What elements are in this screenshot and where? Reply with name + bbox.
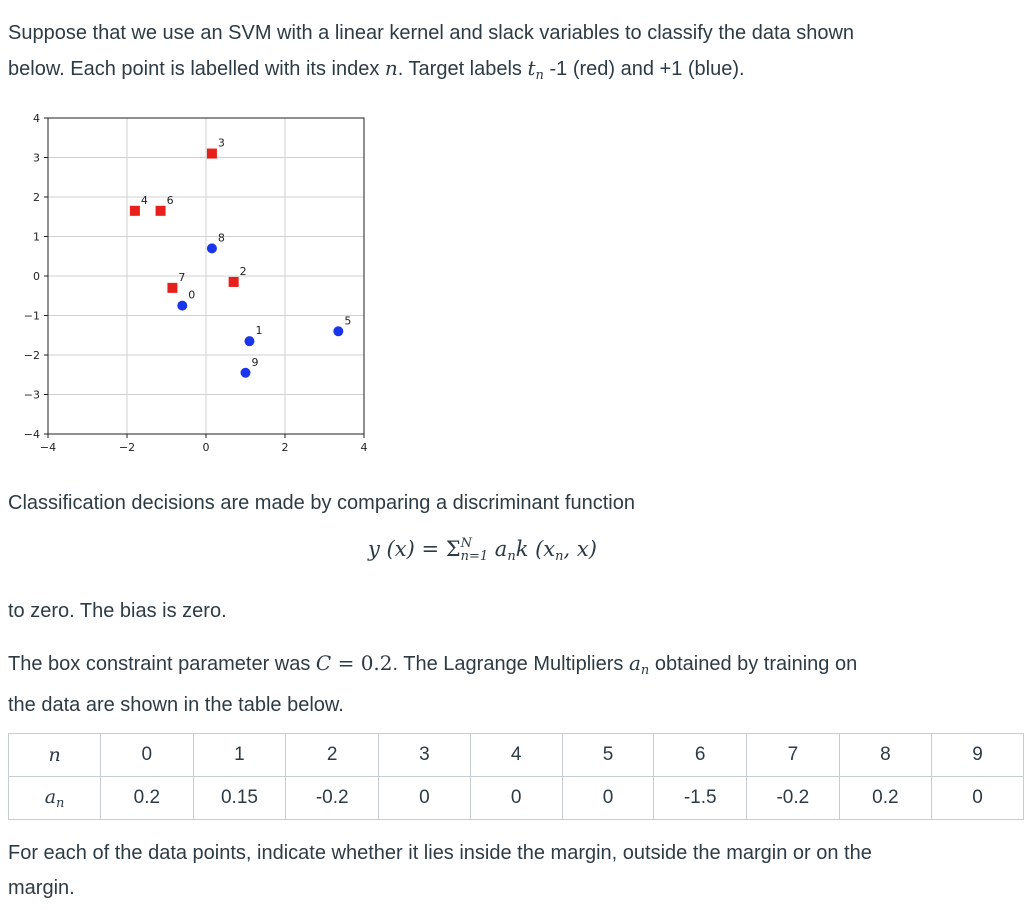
sum-lower: n=1 <box>460 549 489 565</box>
table-cell: -0.2 <box>746 776 840 820</box>
table-cell: 0 <box>931 776 1024 820</box>
classification-text: Classification decisions are made by com… <box>8 492 635 514</box>
box-text: The box constraint parameter was <box>8 653 316 675</box>
point-label: 1 <box>255 324 262 337</box>
table-header-a: an <box>7 776 102 820</box>
box-C: C <box>315 651 332 675</box>
bias-text: to zero. The bias is zero. <box>8 600 227 622</box>
formula-a: a <box>488 537 508 561</box>
point-label: 5 <box>344 314 351 327</box>
y-tick-label: 2 <box>33 191 40 204</box>
point-label: 4 <box>141 194 148 207</box>
intro-line-2: below. Each point is labelled with its i… <box>8 51 1013 93</box>
table-cell: 6 <box>653 733 748 777</box>
table-cell: 4 <box>469 733 563 777</box>
point-label: 0 <box>188 289 195 302</box>
table-cell: -1.5 <box>653 776 748 820</box>
point-label: 6 <box>167 194 174 207</box>
point-label: 3 <box>218 137 225 150</box>
table-cell: 7 <box>746 733 840 777</box>
intro-line-1: Suppose that we use an SVM with a linear… <box>8 22 855 44</box>
table-cell: 0 <box>100 733 194 777</box>
table-cell: 2 <box>285 733 380 777</box>
table-cell: 0 <box>378 776 471 820</box>
box-an: an <box>628 651 650 678</box>
data-point-blue <box>206 243 217 254</box>
table-row-a: an 0.2 0.15 -0.2 0 0 0 -1.5 -0.2 0.2 0 <box>7 776 1024 820</box>
question-line-1: For each of the data points, indicate wh… <box>8 842 872 864</box>
formula-lhs: y (x) = <box>368 537 446 561</box>
question-line-2: margin. <box>8 877 75 899</box>
table-cell: 0.2 <box>838 776 933 820</box>
scatter-chart: −4 −2 0 2 4 4 3 2 1 0 −1 −2 −3 −4 0 1 2 3 4 5 6 7 8 9 <box>24 112 368 454</box>
box-eq: = 0.2 <box>331 651 393 675</box>
table-cell: 0.2 <box>100 776 194 820</box>
table-cell: 0 <box>561 776 655 820</box>
y-tick-label: −1 <box>24 310 40 323</box>
y-tick-label: −2 <box>24 349 40 362</box>
formula-kernel: k (x <box>515 537 556 561</box>
sum-upper: N <box>460 536 472 552</box>
data-point-blue <box>240 367 251 378</box>
point-label: 8 <box>218 231 225 244</box>
y-tick-label: 3 <box>33 152 40 165</box>
data-point-red <box>228 276 239 287</box>
table-cell: 5 <box>561 733 655 777</box>
data-point-red <box>167 282 178 293</box>
box-constraint-paragraph: The box constraint parameter was C = 0.2… <box>8 646 1013 723</box>
lagrange-table: n 0 1 2 3 4 5 6 7 8 9 an 0.2 0.15 -0.2 0… <box>7 733 1024 820</box>
point-label: 2 <box>240 265 247 278</box>
sum-symbol: Σ <box>445 537 461 561</box>
x-tick-label: 0 <box>203 441 210 454</box>
box-text: obtained by training on <box>649 653 858 675</box>
table-cell: 9 <box>931 733 1024 777</box>
y-tick-label: 4 <box>33 112 40 125</box>
data-point-red <box>206 148 217 159</box>
table-row-n: n 0 1 2 3 4 5 6 7 8 9 <box>7 733 1024 777</box>
table-cell: 0.15 <box>192 776 287 820</box>
table-cell: 1 <box>192 733 287 777</box>
box-text: . The Lagrange Multipliers <box>392 653 629 675</box>
table-cell: -0.2 <box>285 776 380 820</box>
data-point-red <box>155 205 166 216</box>
intro-text: -1 (red) and +1 (blue). <box>543 58 745 80</box>
y-tick-label: −4 <box>24 428 40 441</box>
intro-paragraph: Suppose that we use an SVM with a linear… <box>8 16 1013 93</box>
point-label: 7 <box>178 271 185 284</box>
target-t: tn <box>527 56 544 83</box>
y-tick-label: 1 <box>33 231 40 244</box>
x-tick-label: 2 <box>282 441 289 454</box>
table-cell: 3 <box>378 733 471 777</box>
question-paragraph: For each of the data points, indicate wh… <box>8 836 1013 906</box>
data-point-blue <box>244 336 255 347</box>
x-tick-label: −4 <box>40 441 56 454</box>
y-tick-label: −3 <box>24 389 40 402</box>
y-tick-label: 0 <box>33 270 40 283</box>
x-tick-label: 4 <box>361 441 368 454</box>
table-cell: 0 <box>469 776 563 820</box>
point-label: 9 <box>252 356 259 369</box>
box-line-2: the data are shown in the table below. <box>8 694 344 716</box>
data-point-blue <box>333 326 344 337</box>
formula-x-sub: n <box>555 549 564 564</box>
box-line-1: The box constraint parameter was C = 0.2… <box>8 646 1013 688</box>
x-tick-label: −2 <box>119 441 135 454</box>
data-point-blue <box>177 300 188 311</box>
index-n: n <box>384 56 398 80</box>
data-point-red <box>129 205 140 216</box>
formula-end: , x) <box>563 537 597 561</box>
formula-a-sub: n <box>507 549 516 564</box>
intro-text: . Target labels <box>397 58 528 80</box>
intro-text: below. Each point is labelled with its i… <box>8 58 385 80</box>
table-header-n: n <box>7 733 102 777</box>
table-cell: 8 <box>838 733 933 777</box>
